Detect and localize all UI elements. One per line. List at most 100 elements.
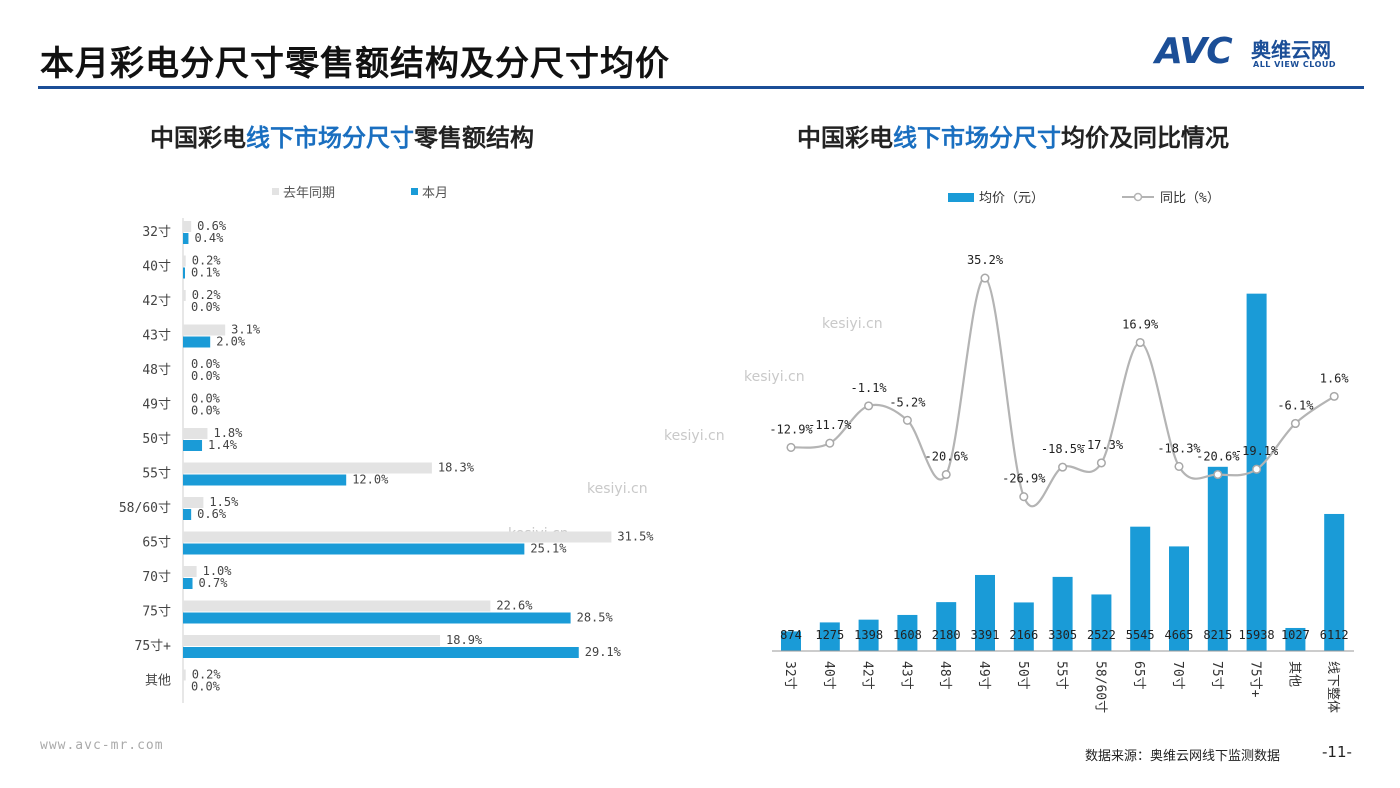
yoy-marker [1252,464,1262,474]
last-year-bar [183,566,197,577]
category-label: 55寸 [1054,661,1069,690]
last-year-bar [183,290,186,301]
data-label: 0.4% [194,231,224,245]
yoy-marker [864,401,874,411]
legend-swatch [411,188,418,195]
legend-swatch [272,188,279,195]
category-label: 50寸 [142,432,171,447]
yoy-label: -20.6% [1196,450,1240,464]
category-label: 43寸 [898,661,913,690]
price-label: 15938 [1239,628,1275,642]
price-bar [936,602,957,651]
avc-logo: AVC 奥维云网 ALL VIEW CLOUD [1155,32,1365,76]
category-label: 70寸 [142,570,171,585]
this-month-bar [183,612,571,624]
watermark-text: kesiyi.cn [744,369,805,385]
right-title-highlight: 线下市场分尺寸 [893,124,1061,152]
data-label: 0.0% [191,680,221,694]
data-label: 1.4% [208,438,238,452]
yoy-label: -18.5% [1041,442,1085,456]
price-bar [819,622,840,651]
this-month-bar [183,474,347,486]
category-label: 50寸 [1015,661,1030,690]
price-bar [1207,466,1228,651]
yoy-label: -6.1% [1277,398,1314,412]
price-bar [1324,513,1345,651]
category-label: 其他 [145,674,171,689]
yoy-marker [1135,337,1145,348]
data-label: 0.6% [197,507,227,521]
last-year-bar [183,669,186,681]
yoy-marker [1213,469,1223,480]
category-label: 42寸 [860,661,875,690]
logo-mark: AVC [1155,31,1233,72]
data-label: 28.5% [577,611,614,625]
left-title-prefix: 中国彩电 [150,124,246,152]
last-year-bar [183,255,186,267]
price-label: 2166 [1009,628,1038,642]
price-bar [1091,594,1112,651]
yoy-label: -20.6% [925,450,969,464]
last-year-bar [183,635,441,646]
title-divider [38,86,1364,89]
data-label: 2.0% [216,335,246,349]
last-year-bar [183,531,612,543]
category-label: 49寸 [976,661,991,690]
data-label: 1.8% [213,426,243,440]
price-label: 1608 [893,628,922,642]
yoy-label: 1.6% [1320,371,1350,385]
data-label: 25.1% [530,542,567,556]
left-title-highlight: 线下市场分尺寸 [246,124,414,152]
yoy-marker [902,415,912,425]
yoy-label: -5.2% [889,395,926,409]
price-bar [781,631,801,651]
this-month-bar [183,543,525,555]
yoy-marker [1019,492,1029,502]
category-label: 42寸 [142,294,171,309]
logo-cn-text: 奥维云网 [1251,38,1331,62]
price-label: 1275 [815,628,844,642]
data-label: 0.0% [191,300,221,314]
yoy-marker [825,438,835,448]
yoy-label: -1.1% [851,381,888,395]
price-bar [1130,526,1151,651]
data-label: 29.1% [585,645,622,659]
category-label: 58/60寸 [1092,661,1107,713]
category-label: 65寸 [1131,661,1146,690]
price-label: 8215 [1203,628,1232,642]
price-label: 874 [780,628,802,642]
last-year-bar [183,497,204,508]
legend-marker [1133,192,1143,202]
yoy-label: -11.7% [808,418,852,432]
data-label: 0.7% [199,576,229,590]
category-label: 75寸+ [1248,661,1263,698]
yoy-marker [1174,461,1184,471]
yoy-label: -12.9% [769,422,813,436]
data-label: 0.2% [192,288,222,302]
price-label: 1398 [854,628,883,642]
yoy-label: 16.9% [1122,318,1159,332]
price-label: 2180 [932,628,961,642]
data-label: 0.6% [197,219,227,233]
category-label: 其他 [1286,661,1301,687]
right-combo-chart: 均价（元） 同比（%） 874 1275 1398 1608 2180 3391 2166 330… [769,191,1354,713]
legend-swatch [948,193,974,202]
category-label: 49寸 [142,398,171,413]
category-label: 40寸 [142,260,171,275]
this-month-bar [183,578,193,589]
category-label: 48寸 [142,363,171,378]
data-label: 12.0% [352,473,389,487]
yoy-marker [941,469,951,480]
price-bar [1285,627,1306,651]
price-label: 4665 [1165,628,1194,642]
category-label: 70寸 [1170,661,1185,690]
yoy-label: -18.3% [1157,441,1201,455]
data-label: 18.9% [446,633,483,647]
this-month-bar [183,267,185,279]
data-label: 1.5% [209,495,239,509]
category-label: 43寸 [142,329,171,344]
watermark-text: kesiyi.cn [664,428,725,444]
price-bar [858,619,879,651]
watermark-text: kesiyi.cn [822,316,883,332]
last-year-bar [183,221,192,232]
